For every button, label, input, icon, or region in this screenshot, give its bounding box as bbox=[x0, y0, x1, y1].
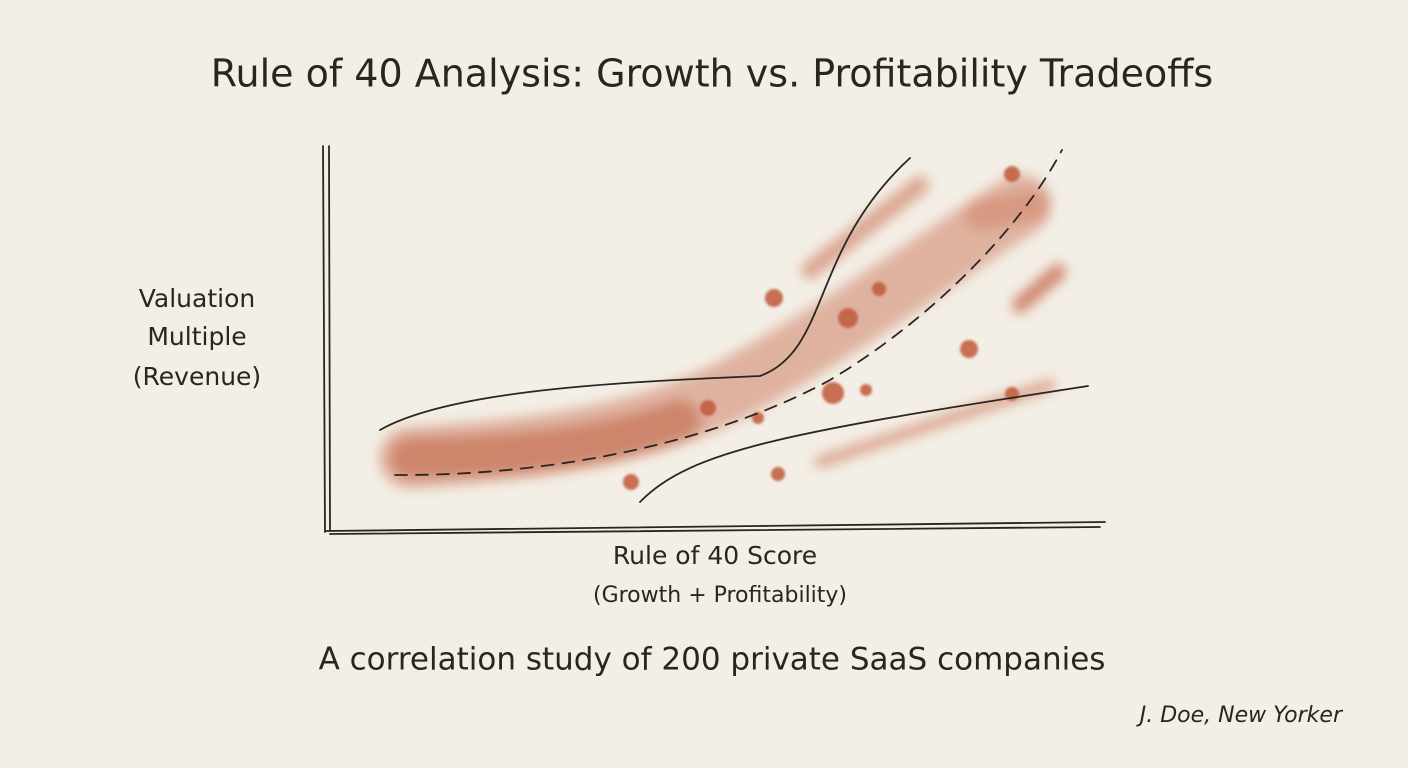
dot bbox=[700, 400, 716, 416]
y-axis-label: Multiple bbox=[147, 322, 246, 351]
y-axis-label: Valuation bbox=[139, 284, 255, 313]
dot bbox=[623, 474, 639, 490]
dot bbox=[860, 384, 872, 396]
subtitle: A correlation study of 200 private SaaS … bbox=[319, 642, 1106, 678]
x-axis-label: Rule of 40 Score bbox=[613, 541, 817, 570]
x-axis-label: (Growth + Profitability) bbox=[593, 583, 847, 608]
dot bbox=[838, 308, 858, 328]
dot bbox=[822, 382, 844, 404]
upper-bound bbox=[379, 157, 911, 431]
lower-bound bbox=[639, 385, 1089, 503]
trend-line bbox=[394, 149, 1063, 476]
watercolor-band bbox=[379, 174, 1066, 489]
title: Rule of 40 Analysis: Growth vs. Profitab… bbox=[211, 52, 1213, 96]
y-axis-label: (Revenue) bbox=[133, 362, 261, 391]
dot bbox=[771, 467, 785, 481]
dot bbox=[960, 340, 978, 358]
dot bbox=[1004, 166, 1020, 182]
dot bbox=[872, 282, 886, 296]
dot bbox=[765, 289, 783, 307]
credit: J. Doe, New Yorker bbox=[1136, 703, 1344, 728]
y-axis bbox=[322, 145, 331, 533]
x-axis bbox=[325, 521, 1106, 535]
